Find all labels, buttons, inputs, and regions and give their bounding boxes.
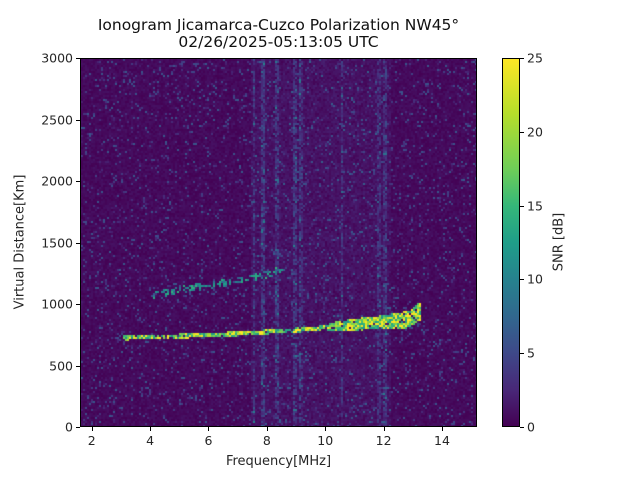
- y-tick-mark: [76, 427, 80, 428]
- x-tick-mark: [325, 427, 327, 431]
- y-tick-label: 2500: [41, 112, 73, 127]
- colorbar-tick-mark: [520, 279, 524, 281]
- x-tick-label: 8: [262, 433, 271, 448]
- y-tick-mark: [76, 58, 80, 59]
- y-tick-label: 0: [65, 419, 73, 435]
- x-tick-mark: [383, 427, 385, 431]
- colorbar-tick-mark: [520, 131, 524, 133]
- colorbar-label: SNR [dB]: [551, 212, 567, 272]
- y-tick-label: 1000: [41, 296, 73, 312]
- y-tick-mark: [76, 181, 80, 182]
- colorbar-tick-mark: [520, 58, 524, 59]
- colorbar-tick-label: 15: [527, 198, 543, 214]
- ionogram-heatmap: [81, 59, 476, 426]
- title-line-2: 02/26/2025-05:13:05 UTC: [178, 33, 379, 51]
- colorbar-tick-mark: [520, 427, 524, 428]
- x-tick-label: 12: [375, 433, 392, 448]
- x-tick-mark: [150, 427, 152, 431]
- colorbar-tick-mark: [520, 353, 524, 355]
- x-tick-label: 10: [317, 433, 334, 448]
- y-axis-label: Virtual Distance[Km]: [12, 174, 28, 310]
- y-tick-label: 3000: [41, 50, 73, 66]
- y-tick-mark: [76, 365, 80, 367]
- colorbar-tick-label: 20: [527, 124, 543, 140]
- x-tick-label: 2: [87, 433, 96, 448]
- y-tick-mark: [76, 119, 80, 121]
- colorbar-tick-label: 0: [527, 419, 535, 435]
- x-tick-mark: [91, 427, 93, 431]
- y-tick-label: 500: [49, 358, 73, 373]
- y-tick-label: 1500: [41, 235, 73, 250]
- x-tick-mark: [208, 427, 210, 431]
- ionogram-plot-area: [80, 58, 477, 427]
- colorbar-tick-mark: [520, 205, 524, 207]
- y-tick-label: 2000: [41, 173, 73, 189]
- x-tick-mark: [441, 427, 443, 431]
- colorbar: [502, 58, 520, 427]
- x-tick-label: 14: [434, 433, 450, 448]
- y-tick-mark: [76, 242, 80, 244]
- title-line-1: Ionogram Jicamarca-Cuzco Polarization NW…: [97, 16, 460, 34]
- colorbar-tick-label: 5: [527, 345, 535, 361]
- x-tick-label: 4: [146, 433, 155, 448]
- colorbar-tick-label: 10: [527, 271, 543, 287]
- colorbar-tick-label: 25: [527, 50, 543, 66]
- x-axis-label: Frequency[MHz]: [225, 454, 332, 469]
- chart-title: Ionogram Jicamarca-Cuzco Polarization NW…: [80, 17, 477, 51]
- x-tick-label: 6: [204, 433, 213, 448]
- y-tick-mark: [76, 304, 80, 305]
- x-tick-mark: [266, 427, 268, 431]
